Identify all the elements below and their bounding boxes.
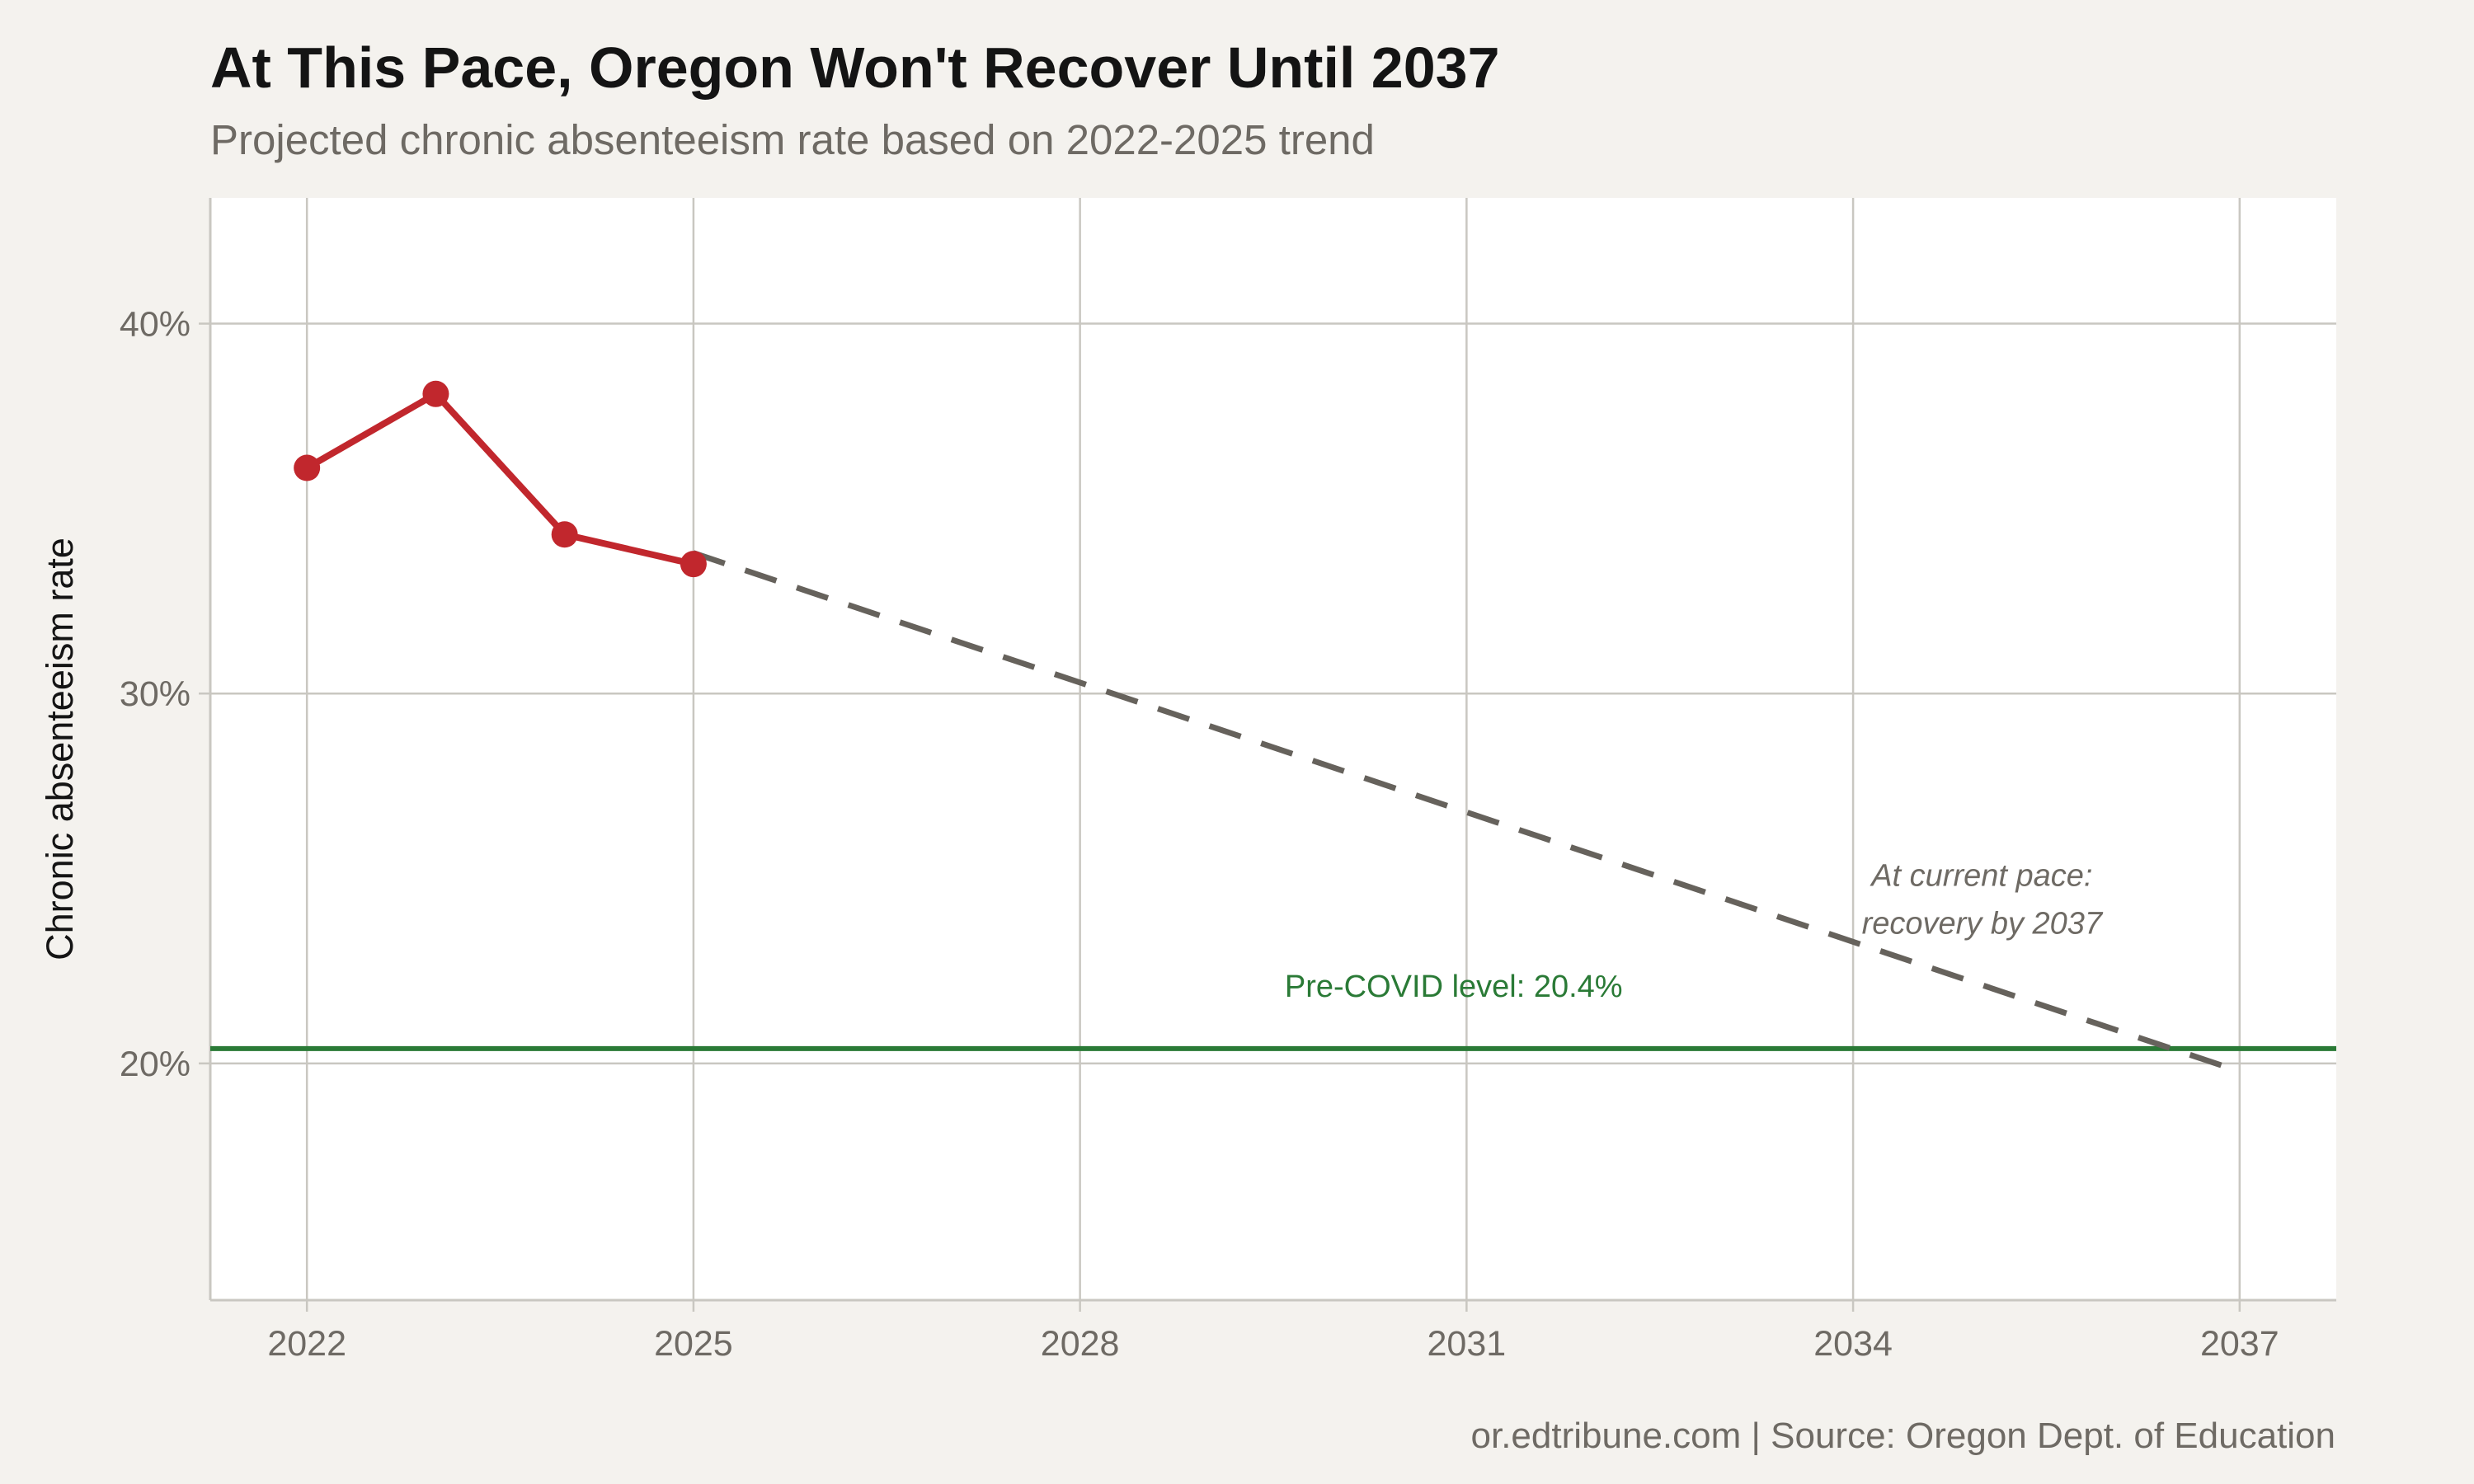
annotation-text: At current pace: — [1870, 859, 2092, 894]
chart-title: At This Pace, Oregon Won't Recover Until… — [210, 35, 1500, 100]
source-caption: or.edtribune.com | Source: Oregon Dept. … — [1470, 1416, 2335, 1456]
y-tick-label: 30% — [120, 674, 190, 714]
x-tick-label: 2034 — [1813, 1324, 1893, 1364]
data-point — [551, 521, 578, 548]
actual-series-line — [305, 390, 694, 568]
x-tick-label: 2028 — [1041, 1324, 1120, 1364]
data-point — [680, 551, 707, 578]
x-tick-label: 2037 — [2200, 1324, 2279, 1364]
y-tick-label: 20% — [120, 1045, 190, 1084]
y-tick-label: 40% — [120, 305, 190, 345]
x-tick-label: 2031 — [1427, 1324, 1507, 1364]
x-tick-label: 2025 — [654, 1324, 733, 1364]
data-point — [294, 454, 321, 481]
reference-line-label: Pre-COVID level: 20.4% — [1285, 970, 1623, 1004]
data-point — [422, 380, 449, 407]
annotation-text: recovery by 2037 — [1862, 907, 2104, 942]
x-tick-label: 2022 — [267, 1324, 346, 1364]
y-axis-title: Chronic absenteeism rate — [39, 538, 81, 960]
chart-subtitle: Projected chronic absenteeism rate based… — [210, 116, 1375, 163]
